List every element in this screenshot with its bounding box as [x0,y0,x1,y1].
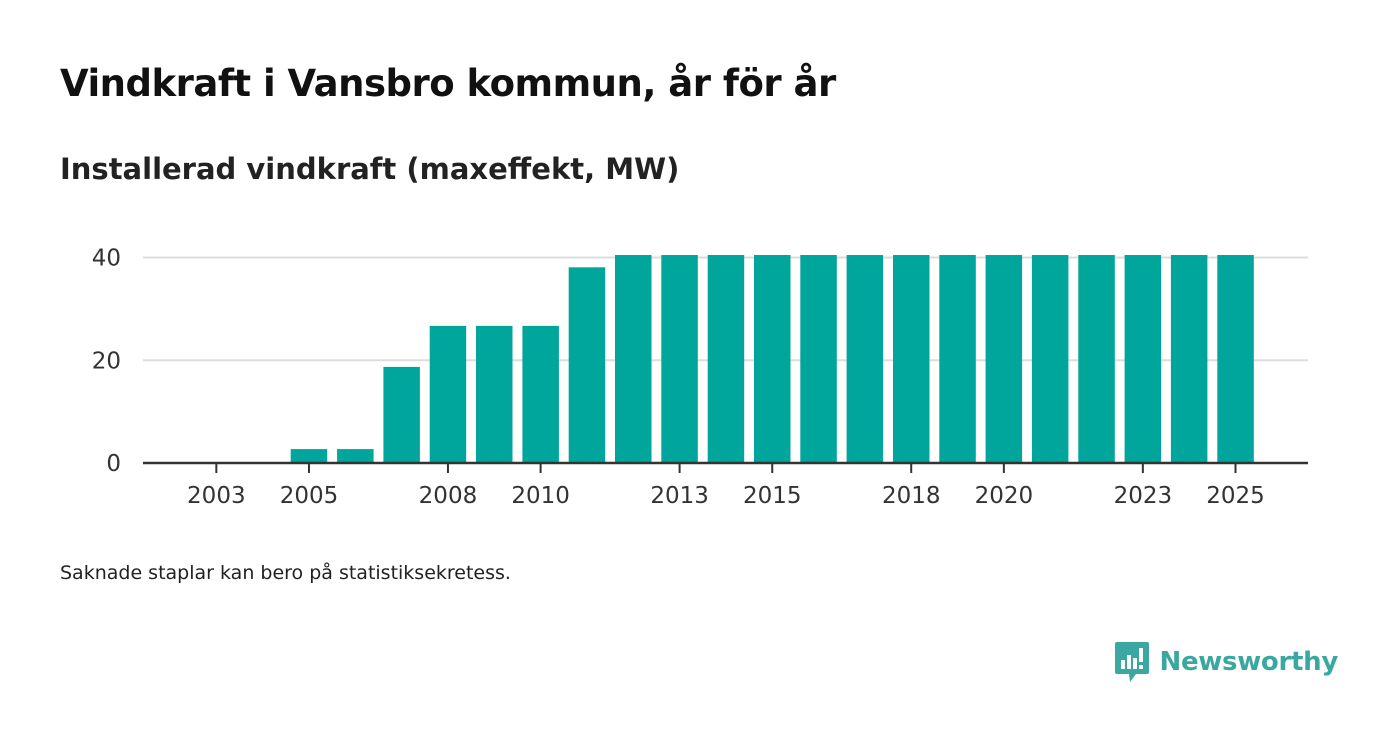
y-tick-labels: 0 20 40 [92,246,121,477]
bar-2018 [893,255,930,463]
bar-2009 [476,325,513,463]
bar-2025 [1217,255,1254,463]
newsworthy-logo-icon [1114,642,1149,682]
x-tick-label: 2005 [280,483,339,509]
bar-2022 [1078,255,1115,463]
bar-2006 [337,449,374,463]
bar-2015 [754,255,791,463]
bar-2011 [568,267,606,463]
bar-2008 [429,325,467,463]
brand-logo: Newsworthy [1114,640,1338,684]
chart-title: Vindkraft i Vansbro kommun, år för år [60,62,836,105]
x-tick-label: 2015 [743,483,802,509]
footnote: Saknade staplar kan bero på statistiksek… [60,562,511,584]
x-tick-label: 2018 [882,483,941,509]
x-tick-label: 2013 [650,483,709,509]
bar-2023 [1124,255,1162,463]
bar-2013 [661,255,698,463]
x-tick-label: 2003 [187,483,246,509]
x-tick-labels: 2003 2005 2008 2010 2013 2015 2018 2020 2023 2025 [187,483,1265,509]
bar-2007 [383,366,420,463]
bar-2024 [1170,255,1208,463]
chart-subtitle: Installerad vindkraft (maxeffekt, MW) [60,152,680,186]
y-tick-label: 0 [106,451,121,477]
axes [143,461,1308,473]
x-tick-label: 2025 [1206,483,1265,509]
x-tick-label: 2020 [975,483,1034,509]
y-tick-label: 20 [92,348,121,374]
bar-2012 [615,255,652,463]
x-tick-label: 2008 [419,483,478,509]
bar-2021 [1031,255,1069,463]
y-tick-label: 40 [92,246,121,272]
bar-2014 [707,255,745,463]
brand-name: Newsworthy [1159,647,1339,677]
x-tick-label: 2023 [1114,483,1173,509]
bar-2016 [800,255,837,463]
bar-2017 [846,255,884,463]
bar-2010 [522,325,559,463]
bars [290,255,1254,463]
bar-2019 [939,255,976,463]
bar-2005 [290,449,328,463]
bar-2020 [985,255,1023,463]
x-tick-label: 2010 [511,483,570,509]
